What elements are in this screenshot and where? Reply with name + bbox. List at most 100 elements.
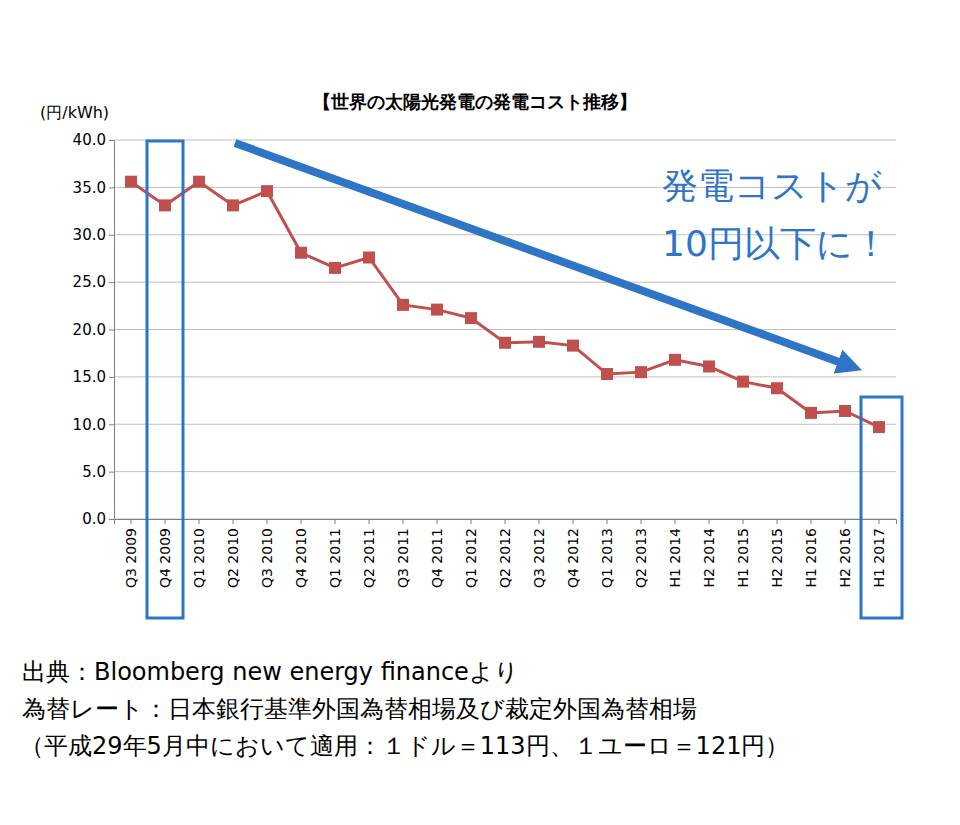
x-tick: Q1 2011 (327, 519, 343, 588)
x-tick: Q2 2011 (361, 519, 377, 588)
marker (533, 336, 545, 348)
marker (839, 405, 851, 417)
title: 【世界の太陽光発電の発電コスト推移】 (313, 91, 637, 112)
marker (635, 366, 647, 378)
x-tick: H1 2017 (871, 519, 887, 588)
x-tick: Q2 2013 (633, 519, 649, 588)
x-tick-label: H2 2015 (769, 528, 785, 588)
chart: 0.0 5.0 10.0 15.0 20.0 25.0 30.0 35.0 40.0 Q3 200… (0, 0, 960, 825)
x-tick: Q3 2009 (123, 519, 139, 588)
marker (601, 368, 613, 380)
x-tick: H1 2016 (803, 519, 819, 588)
x-tick-mark (369, 519, 370, 524)
y-axis-label: (円/kWh) (40, 103, 109, 122)
y-axis: 0.0 5.0 10.0 15.0 20.0 25.0 30.0 35.0 40.0 (73, 131, 115, 528)
x-tick-label: Q1 2012 (463, 528, 479, 588)
marker (703, 360, 715, 372)
marker (261, 185, 273, 197)
marker (397, 299, 409, 311)
x-tick-label: Q4 2012 (565, 528, 581, 588)
x-tick-label: Q2 2013 (633, 528, 649, 588)
x-tick-mark (777, 519, 778, 524)
y-tick-mark (109, 377, 114, 378)
marker (193, 176, 205, 188)
x-tick-mark (573, 519, 574, 524)
y-tick-label: 0.0 (82, 510, 106, 528)
x-tick: Q4 2010 (293, 519, 309, 588)
x-tick: Q3 2012 (531, 519, 547, 588)
y-tick-mark (109, 235, 114, 236)
y-tick: 40.0 (73, 131, 114, 149)
marker (567, 340, 579, 352)
y-tick: 30.0 (73, 226, 114, 244)
x-tick-label: Q4 2011 (429, 528, 445, 588)
grid-line (114, 140, 896, 141)
y-tick: 5.0 (82, 463, 114, 481)
x-axis: Q3 2009 Q4 2009 Q1 2010 Q2 2010 Q3 2010 Q4 20… (115, 519, 897, 588)
x-tick-mark (641, 519, 642, 524)
x-tick-mark (675, 519, 676, 524)
x-tick: Q3 2011 (395, 519, 411, 588)
line (131, 182, 879, 427)
x-tick-label: Q3 2010 (259, 528, 275, 588)
x-tick-mark (505, 519, 506, 524)
x-tick-mark (607, 519, 608, 524)
x-tick: H1 2015 (735, 519, 751, 588)
x-tick-mark (471, 519, 472, 524)
footnote: （平成29年5月中において適用：１ドル＝113円、１ユーロ＝121円） (20, 732, 789, 760)
x-tick-label: Q1 2011 (327, 528, 343, 588)
y-axis-line (109, 141, 115, 520)
x-tick: Q1 2013 (599, 519, 615, 588)
y-tick-label: 35.0 (73, 179, 106, 197)
x-tick-mark (233, 519, 234, 524)
grid-line (114, 376, 896, 377)
y-tick-mark (109, 472, 114, 473)
y-tick: 15.0 (73, 368, 114, 386)
x-tick-mark (301, 519, 302, 524)
x-tick: Q1 2012 (463, 519, 479, 588)
highlight-box (147, 141, 183, 618)
marker (363, 251, 375, 263)
marker (499, 337, 511, 349)
marker (227, 199, 239, 211)
x-tick-mark (845, 519, 846, 524)
y-tick-mark (109, 424, 114, 425)
y-tick: 20.0 (73, 321, 114, 339)
y-tick-mark (109, 330, 114, 331)
x-tick-mark (199, 519, 200, 524)
x-tick-label: H1 2016 (803, 528, 819, 588)
x-tick-mark (437, 519, 438, 524)
marker (805, 407, 817, 419)
x-tick: H1 2014 (667, 519, 683, 588)
x-tick-label: Q3 2012 (531, 528, 547, 588)
y-tick-label: 15.0 (73, 368, 106, 386)
grid-line (114, 329, 896, 330)
x-tick-label: Q1 2010 (191, 528, 207, 588)
y-tick: 0.0 (82, 510, 114, 528)
x-tick-label: Q3 2011 (395, 528, 411, 588)
x-tick-label: Q4 2009 (157, 528, 173, 588)
x-tick-mark (131, 519, 132, 524)
x-tick-label: H2 2016 (837, 528, 853, 588)
x-axis-line (115, 520, 897, 525)
x-tick: H2 2014 (701, 519, 717, 588)
x-tick-label: Q4 2010 (293, 528, 309, 588)
x-tick: Q2 2010 (225, 519, 241, 588)
x-tick: Q4 2012 (565, 519, 581, 588)
y-tick-label: 10.0 (73, 416, 106, 434)
x-tick-mark (743, 519, 744, 524)
x-tick-mark (335, 519, 336, 524)
marker (771, 382, 783, 394)
x-tick-label: Q2 2012 (497, 528, 513, 588)
footnote: 為替レート：日本銀行基準外国為替相場及び裁定外国為替相場 (22, 695, 697, 723)
y-tick-label: 25.0 (73, 273, 106, 291)
grid (114, 140, 896, 519)
y-tick-mark (109, 282, 114, 283)
x-tick: Q4 2009 (157, 519, 173, 588)
marker (669, 354, 681, 366)
x-tick: Q2 2012 (497, 519, 513, 588)
x-tick-label: Q1 2013 (599, 528, 615, 588)
x-tick-mark (811, 519, 812, 524)
x-tick-mark (165, 519, 166, 524)
x-tick-label: Q3 2009 (123, 528, 139, 588)
